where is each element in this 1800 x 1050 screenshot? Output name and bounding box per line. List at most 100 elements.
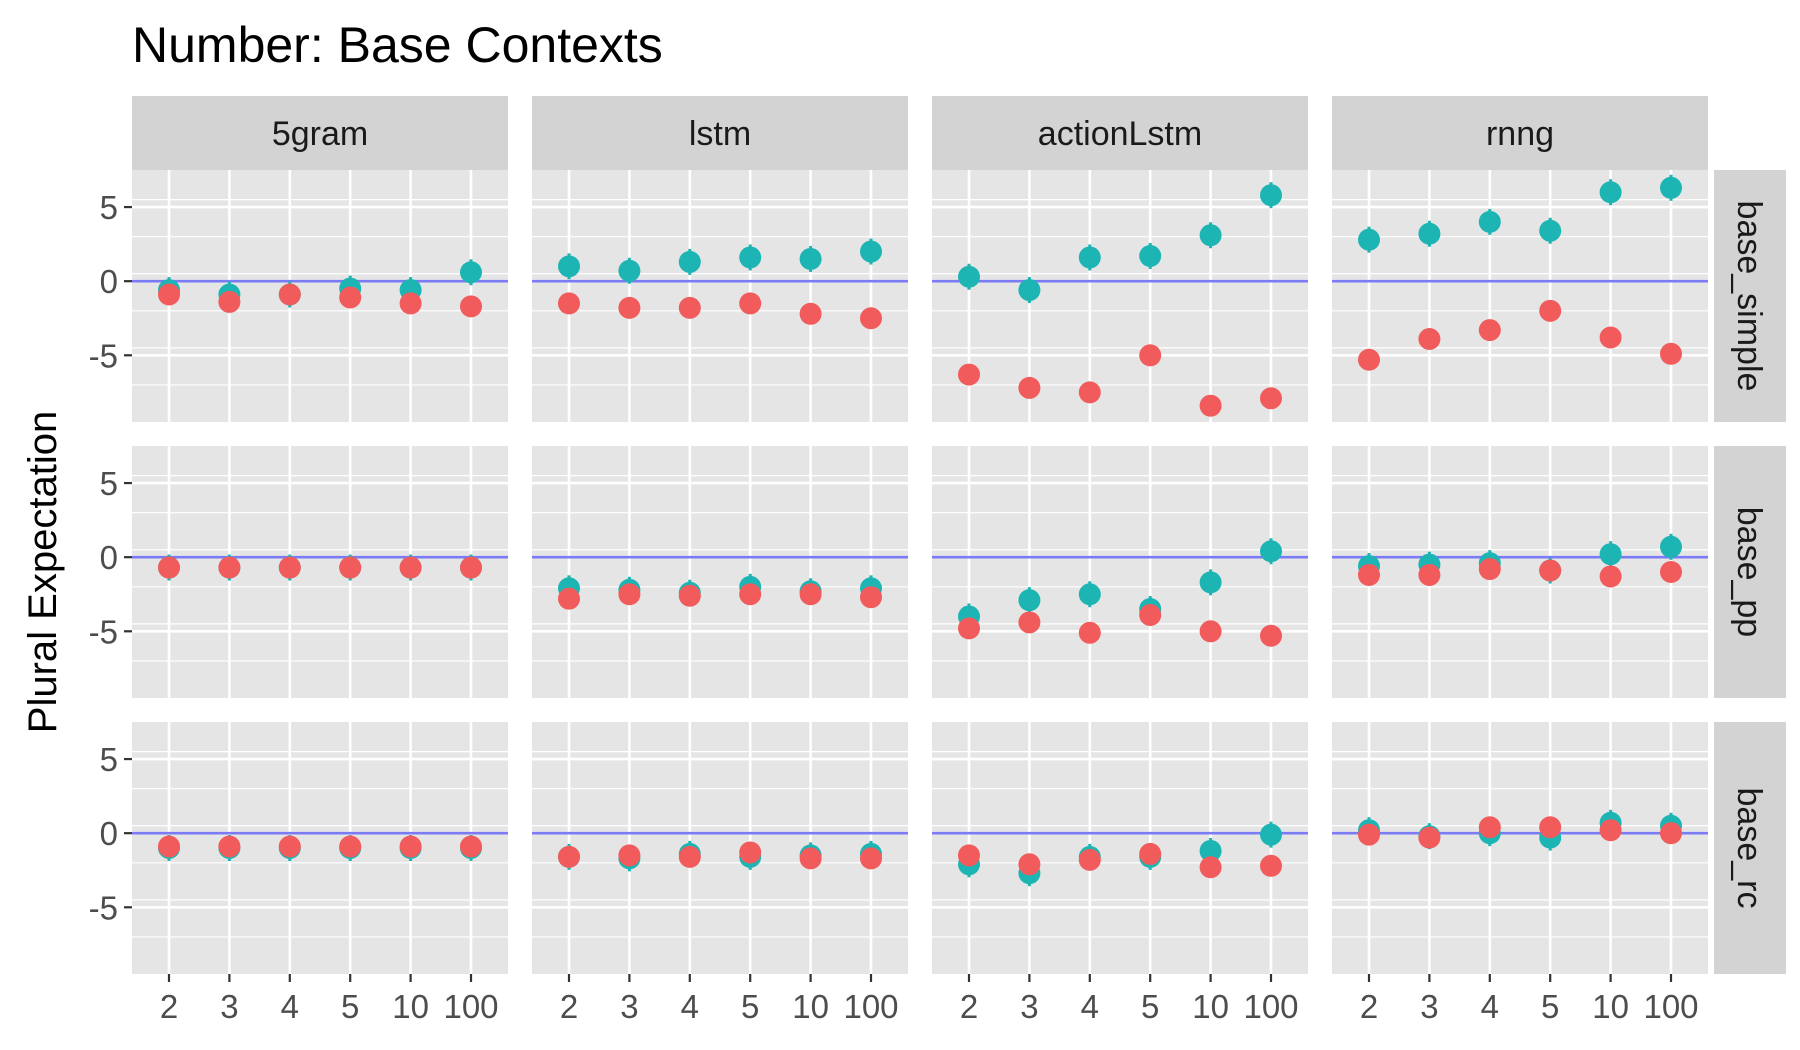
point-teal-3 [1018, 589, 1041, 612]
point-red-3 [618, 296, 641, 319]
point-red-3 [1018, 376, 1041, 399]
point-red-100 [1260, 854, 1282, 877]
point-red-4 [1078, 621, 1101, 644]
point-red-2 [158, 556, 180, 579]
point-red-10 [1199, 856, 1222, 879]
point-teal-3 [1418, 222, 1441, 245]
panel-background [532, 170, 908, 422]
x-tick-label-10: 10 [1192, 988, 1229, 1025]
point-red-3 [1418, 563, 1441, 586]
point-red-100 [460, 295, 482, 318]
panel-base-rc-5gram [132, 722, 508, 974]
x-tick-label-10: 10 [792, 988, 829, 1025]
point-red-4 [678, 845, 701, 868]
point-red-5 [739, 292, 762, 315]
x-tick-label-5: 5 [741, 988, 759, 1025]
point-red-100 [1260, 387, 1282, 410]
point-red-10 [399, 556, 422, 579]
panel-base-rc-lstm [532, 722, 908, 974]
point-red-10 [1199, 394, 1222, 417]
strip-bg-base-rc [1714, 722, 1786, 974]
point-red-10 [399, 835, 422, 858]
y-tick-label: -5 [89, 337, 118, 374]
x-tick-label-5: 5 [341, 988, 359, 1025]
point-red-3 [1018, 611, 1041, 634]
point-red-2 [558, 292, 580, 315]
panel-background [1332, 170, 1708, 422]
point-red-10 [1599, 326, 1622, 349]
point-red-4 [1478, 558, 1501, 581]
point-red-10 [1599, 565, 1622, 588]
point-teal-100 [1660, 176, 1682, 199]
point-teal-10 [1199, 224, 1222, 247]
point-red-100 [860, 586, 882, 609]
y-tick-label: -5 [89, 613, 118, 650]
point-red-2 [558, 587, 580, 610]
point-teal-100 [1260, 540, 1282, 563]
panel-base-simple-actionlstm [932, 170, 1308, 422]
point-teal-100 [1260, 823, 1282, 846]
point-teal-2 [558, 255, 580, 278]
panel-background [932, 722, 1308, 974]
point-red-10 [1599, 819, 1622, 842]
point-red-100 [460, 835, 482, 858]
panel-background [132, 170, 508, 422]
point-red-2 [958, 363, 980, 386]
y-axis-title: Plural Expectation [21, 411, 65, 733]
point-red-4 [1478, 816, 1501, 839]
panel-base-simple-rnng [1332, 170, 1708, 422]
x-tick-label-100: 100 [843, 988, 898, 1025]
point-red-5 [1139, 603, 1162, 626]
point-teal-4 [1078, 246, 1101, 269]
row-strip-label-base-simple: base_simple [1730, 201, 1768, 392]
point-red-3 [1418, 826, 1441, 849]
x-tick-label-2: 2 [1360, 988, 1378, 1025]
point-teal-100 [460, 261, 482, 284]
column-strip-label-rnng: rnng [1486, 115, 1554, 153]
point-red-5 [1539, 299, 1562, 322]
panel-background [932, 446, 1308, 698]
point-teal-4 [678, 250, 701, 273]
y-tick-label: 0 [100, 539, 118, 576]
point-teal-5 [1139, 244, 1162, 267]
point-red-100 [460, 556, 482, 579]
point-red-2 [1358, 823, 1380, 846]
point-red-2 [958, 617, 980, 640]
point-red-100 [860, 307, 882, 330]
x-tick-label-5: 5 [1141, 988, 1159, 1025]
y-tick-label: 5 [100, 465, 118, 502]
point-red-4 [278, 283, 301, 306]
point-red-4 [678, 296, 701, 319]
panel-base-pp-actionlstm [932, 446, 1308, 698]
panel-base-pp-lstm [532, 446, 908, 698]
point-teal-4 [1078, 583, 1101, 606]
strip-bg-rnng [1332, 96, 1708, 170]
point-teal-5 [1539, 219, 1562, 242]
point-red-10 [799, 847, 822, 870]
point-red-3 [618, 844, 641, 867]
point-red-100 [1260, 624, 1282, 647]
point-red-3 [218, 556, 241, 579]
point-red-2 [1358, 348, 1380, 371]
x-tick-label-4: 4 [281, 988, 299, 1025]
y-tick-label: -5 [89, 889, 118, 926]
point-red-10 [799, 302, 822, 325]
panel-background [532, 722, 908, 974]
point-red-4 [278, 835, 301, 858]
point-teal-10 [1199, 571, 1222, 594]
point-teal-10 [799, 247, 822, 270]
y-tick-label: 5 [100, 741, 118, 778]
point-teal-3 [618, 259, 641, 282]
column-strip-label-5gram: 5gram [272, 115, 368, 153]
point-teal-100 [1260, 184, 1282, 207]
point-red-4 [1078, 381, 1101, 404]
point-teal-4 [1478, 210, 1501, 233]
point-teal-3 [1018, 279, 1041, 302]
point-teal-10 [1199, 839, 1222, 862]
point-red-2 [558, 845, 580, 868]
facet-grid: 5gram lstm actionLstm rnng base_simple base_p… [89, 96, 1786, 1025]
point-teal-10 [1599, 543, 1622, 566]
point-red-4 [678, 584, 701, 607]
x-tick-label-3: 3 [620, 988, 638, 1025]
